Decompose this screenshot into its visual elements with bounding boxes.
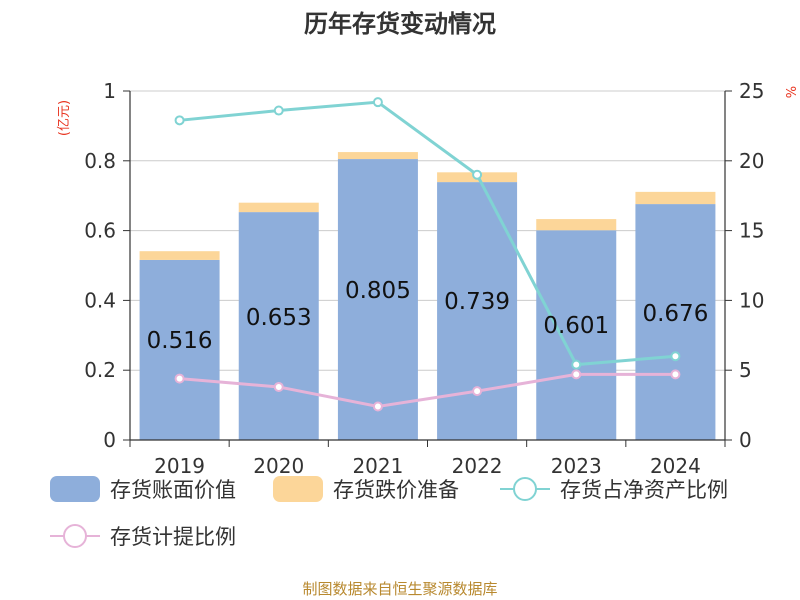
right-axis-unit: % (785, 86, 800, 98)
line-point (472, 169, 483, 180)
legend-label: 存货账面价值 (110, 478, 236, 502)
bar-value-label: 0.653 (246, 305, 312, 331)
chart-title: 历年存货变动情况 (304, 10, 496, 38)
line-point (174, 373, 185, 384)
bar-value-label: 0.516 (147, 328, 213, 354)
bar-impairment-provision (337, 152, 418, 160)
bar-impairment-provision (635, 191, 716, 205)
left-tick-label: 0.8 (84, 149, 116, 173)
bar-book-value (536, 230, 617, 440)
x-tick-label: 2019 (154, 454, 205, 478)
bars (139, 152, 716, 441)
legend-swatch-marker (63, 524, 87, 548)
bar-book-value (238, 212, 319, 440)
line-point (372, 401, 383, 412)
line-point (571, 359, 582, 370)
right-tick-label: 5 (739, 358, 752, 382)
line-point (571, 369, 582, 380)
x-tick-label: 2023 (551, 454, 602, 478)
line-provision-ratio (179, 372, 676, 409)
bar-value-label: 0.805 (345, 278, 411, 304)
bar-impairment-provision (139, 251, 220, 260)
line-point (174, 115, 185, 126)
legend-swatch (50, 476, 100, 502)
line-point (670, 369, 681, 380)
right-tick-label: 10 (739, 288, 764, 312)
bar-impairment-provision (536, 219, 617, 231)
x-tick-label: 2020 (253, 454, 304, 478)
left-tick-label: 1 (103, 79, 116, 103)
left-tick-label: 0.4 (84, 288, 116, 312)
legend-swatch-marker (513, 477, 537, 501)
x-tick-label: 2021 (352, 454, 403, 478)
lines (174, 97, 681, 412)
x-tick-label: 2022 (452, 454, 503, 478)
x-tick-label: 2024 (650, 454, 701, 478)
bar-value-label: 0.676 (642, 301, 708, 327)
source-note: 制图数据来自恒生聚源数据库 (302, 580, 497, 598)
left-tick-label: 0.2 (84, 358, 116, 382)
line-point (273, 381, 284, 392)
line-point (670, 351, 681, 362)
bar-value-label: 0.601 (543, 313, 609, 339)
bar-value-label: 0.739 (444, 289, 510, 315)
bar-book-value (139, 259, 220, 440)
right-tick-label: 20 (739, 149, 764, 173)
legend-swatch (273, 476, 323, 502)
bar-book-value (635, 204, 716, 440)
line-point (472, 386, 483, 397)
line-point (372, 97, 383, 108)
left-tick-label: 0 (103, 428, 116, 452)
grid (130, 90, 725, 371)
left-tick-label: 0.6 (84, 219, 116, 243)
line-point (273, 105, 284, 116)
left-axis-unit: (亿元) (57, 100, 72, 136)
legend-label: 存货跌价准备 (333, 478, 459, 502)
legend-label: 存货计提比例 (110, 525, 236, 549)
bar-impairment-provision (238, 202, 319, 213)
bar-book-value (337, 159, 418, 440)
right-tick-label: 25 (739, 79, 764, 103)
right-tick-label: 0 (739, 428, 752, 452)
data-labels: 0.516 0.653 0.805 0.739 0.601 0.676 (147, 278, 709, 354)
right-tick-label: 15 (739, 219, 764, 243)
legend-label: 存货占净资产比例 (560, 478, 728, 502)
line-net-asset-ratio (179, 100, 676, 367)
